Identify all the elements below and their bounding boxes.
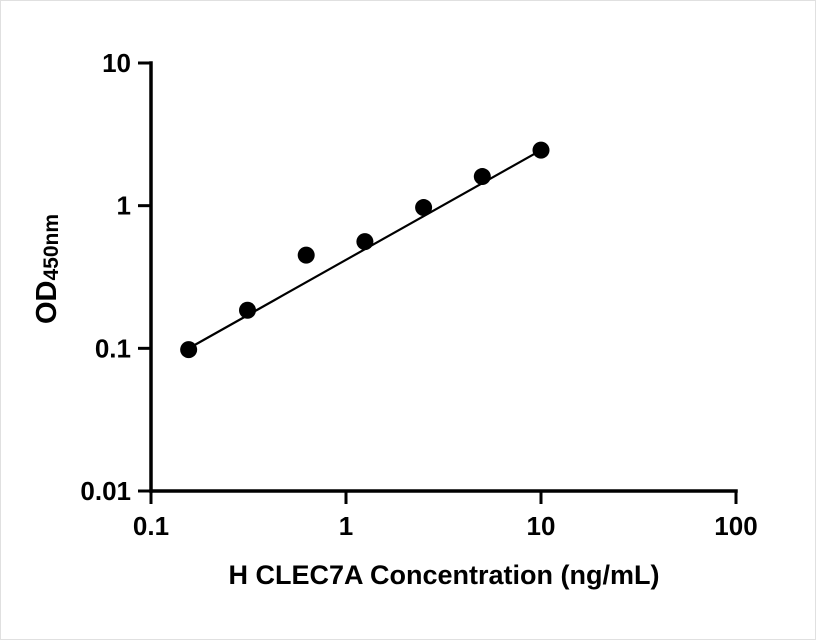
data-point: [297, 246, 315, 264]
data-point: [473, 168, 491, 186]
y-tick-label: 1: [117, 191, 131, 221]
data-point: [415, 199, 433, 217]
x-tick-label: 10: [527, 511, 556, 541]
data-series: [180, 141, 550, 359]
y-tick-label: 0.01: [80, 476, 131, 506]
x-tick-label: 100: [714, 511, 757, 541]
y-tick-label: 10: [102, 48, 131, 78]
x-axis-title: H CLEC7A Concentration (ng/mL): [229, 560, 660, 590]
data-point: [180, 341, 198, 359]
x-tick-label: 0.1: [133, 511, 169, 541]
y-axis-ticks: 0.01 0.1 1 10: [80, 48, 151, 506]
x-tick-label: 1: [339, 511, 353, 541]
y-axis-title-subscript: 450nm: [40, 214, 63, 281]
axes: [149, 61, 738, 493]
data-point: [532, 141, 550, 159]
x-axis-ticks: 0.1 1 10 100: [133, 491, 758, 541]
y-tick-label: 0.1: [95, 333, 131, 363]
y-axis-title-main: OD: [31, 281, 63, 325]
y-axis-title: OD450nm: [31, 214, 63, 324]
data-point: [356, 233, 374, 251]
data-point: [239, 301, 256, 319]
